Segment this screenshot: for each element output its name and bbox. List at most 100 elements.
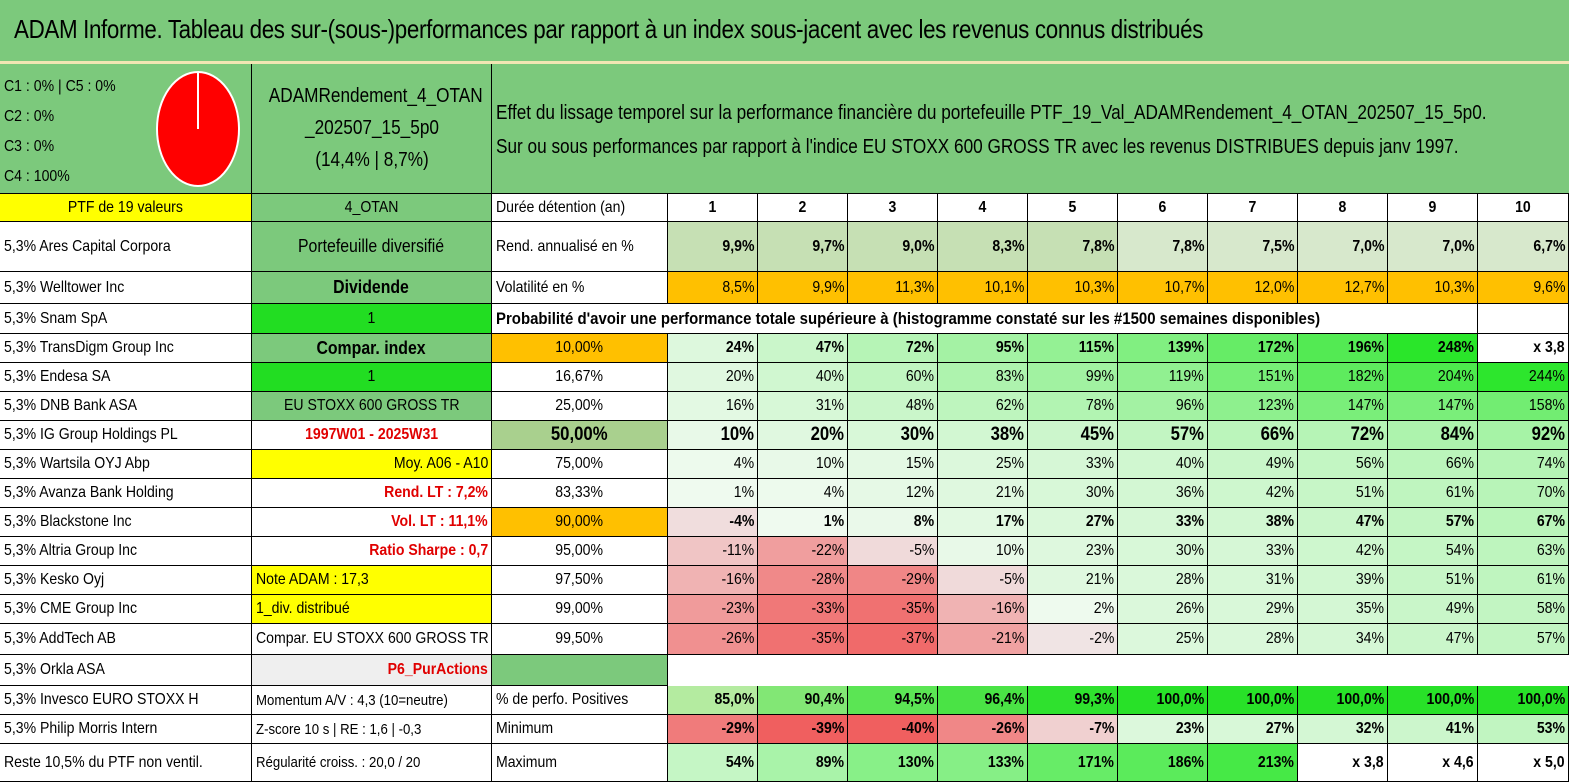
- probability-value: 74%: [1478, 450, 1569, 479]
- maximum-value: 54%: [668, 744, 758, 782]
- parameter-cell: Momentum A/V : 4,3 (10=neutre): [252, 686, 492, 715]
- maximum-value: 171%: [1028, 744, 1118, 782]
- probability-value: 10%: [938, 537, 1028, 566]
- probability-value: -26%: [668, 624, 758, 655]
- legend-item: C1 : 0% | C5 : 0%: [4, 78, 116, 95]
- parameter-cell: Compar. index: [252, 334, 492, 363]
- probability-value: -35%: [758, 624, 848, 655]
- annual-return: 8,3%: [938, 222, 1028, 272]
- probability-value: 158%: [1478, 392, 1569, 421]
- description-panel: [492, 64, 1569, 194]
- holding-item: 5,3% Ares Capital Corpora: [0, 222, 252, 272]
- probability-value: 48%: [848, 392, 938, 421]
- probability-value: 20%: [758, 421, 848, 450]
- probability-value: 12%: [848, 479, 938, 508]
- probability-value: 45%: [1028, 421, 1118, 450]
- empty-cell: [492, 655, 668, 686]
- probability-value: 4%: [668, 450, 758, 479]
- positive-value: 100,0%: [1298, 686, 1388, 715]
- annual-return: 7,0%: [1298, 222, 1388, 272]
- holding-item: 5,3% Avanza Bank Holding: [0, 479, 252, 508]
- probability-value: -35%: [848, 595, 938, 624]
- probability-value: -2%: [1028, 624, 1118, 655]
- probability-value: 49%: [1388, 595, 1478, 624]
- positive-value: 100,0%: [1478, 686, 1569, 715]
- probability-value: 28%: [1118, 566, 1208, 595]
- probability-value: 25%: [1118, 624, 1208, 655]
- volatility-value: 9,6%: [1478, 272, 1569, 304]
- parameter-cell: Moy. A06 - A10: [252, 450, 492, 479]
- probability-value: -21%: [938, 624, 1028, 655]
- probability-value: 38%: [938, 421, 1028, 450]
- year-header: 9: [1388, 194, 1478, 222]
- probability-value: -22%: [758, 537, 848, 566]
- legend-item: C4 : 100%: [4, 168, 70, 185]
- probability-value: 51%: [1298, 479, 1388, 508]
- minimum-value: -29%: [668, 715, 758, 744]
- probability-value: 182%: [1298, 363, 1388, 392]
- holding-item: 5,3% TransDigm Group Inc: [0, 334, 252, 363]
- minimum-value: 53%: [1478, 715, 1569, 744]
- annual-return: 9,9%: [668, 222, 758, 272]
- probability-value: 54%: [1388, 537, 1478, 566]
- minimum-value: 41%: [1388, 715, 1478, 744]
- parameter-cell: 1997W01 - 2025W31: [252, 421, 492, 450]
- probability-value: 24%: [668, 334, 758, 363]
- probability-value: 38%: [1208, 508, 1298, 537]
- probability-value: 70%: [1478, 479, 1569, 508]
- probability-value: 151%: [1208, 363, 1298, 392]
- probability-value: 66%: [1388, 450, 1478, 479]
- probability-value: 33%: [1118, 508, 1208, 537]
- annual-return: 7,8%: [1028, 222, 1118, 272]
- probability-threshold: 10,00%: [492, 334, 668, 363]
- probability-threshold: 25,00%: [492, 392, 668, 421]
- probability-value: 42%: [1208, 479, 1298, 508]
- probability-value: -16%: [938, 595, 1028, 624]
- probability-value: 10%: [758, 450, 848, 479]
- allocation-pie-chart: [156, 71, 240, 187]
- parameter-cell: Note ADAM : 17,3: [252, 566, 492, 595]
- minimum-value: 23%: [1118, 715, 1208, 744]
- probability-value: 244%: [1478, 363, 1569, 392]
- description-line: Sur ou sous performances par rapport à l…: [496, 136, 1459, 158]
- parameter-cell: 4_OTAN: [252, 194, 492, 222]
- volatility-value: 10,3%: [1028, 272, 1118, 304]
- probability-value: 61%: [1478, 566, 1569, 595]
- probability-value: 25%: [938, 450, 1028, 479]
- probability-value: 8%: [848, 508, 938, 537]
- probability-value: 28%: [1208, 624, 1298, 655]
- positive-value: 90,4%: [758, 686, 848, 715]
- probability-value: 57%: [1478, 624, 1569, 655]
- holding-item: 5,3% Snam SpA: [0, 304, 252, 334]
- year-header: 6: [1118, 194, 1208, 222]
- parameter-cell: Portefeuille diversifié: [252, 222, 492, 272]
- probability-value: 40%: [758, 363, 848, 392]
- holding-item: 5,3% AddTech AB: [0, 624, 252, 655]
- probability-value: 72%: [848, 334, 938, 363]
- legend-item: C2 : 0%: [4, 108, 55, 125]
- volatility-value: 11,3%: [848, 272, 938, 304]
- maximum-value: 133%: [938, 744, 1028, 782]
- holding-item: 5,3% Philip Morris Intern: [0, 715, 252, 744]
- probability-value: -33%: [758, 595, 848, 624]
- probability-value: 30%: [1118, 537, 1208, 566]
- probability-value: -4%: [668, 508, 758, 537]
- holding-item: 5,3% IG Group Holdings PL: [0, 421, 252, 450]
- probability-threshold: 16,67%: [492, 363, 668, 392]
- probability-value: 42%: [1298, 537, 1388, 566]
- probability-value: 39%: [1298, 566, 1388, 595]
- maximum-value: 213%: [1208, 744, 1298, 782]
- probability-value: -5%: [848, 537, 938, 566]
- probability-value: 62%: [938, 392, 1028, 421]
- probability-value: 248%: [1388, 334, 1478, 363]
- description-line: Effet du lissage temporel sur la perform…: [496, 102, 1487, 124]
- probability-threshold: 99,00%: [492, 595, 668, 624]
- parameter-cell: Z-score 10 s | RE : 1,6 | -0,3: [252, 715, 492, 744]
- probability-value: 96%: [1118, 392, 1208, 421]
- holding-item: 5,3% Blackstone Inc: [0, 508, 252, 537]
- annual-return: 9,0%: [848, 222, 938, 272]
- probability-value: 2%: [1028, 595, 1118, 624]
- probability-value: x 3,8: [1478, 334, 1569, 363]
- parameter-cell: Ratio Sharpe : 0,7: [252, 537, 492, 566]
